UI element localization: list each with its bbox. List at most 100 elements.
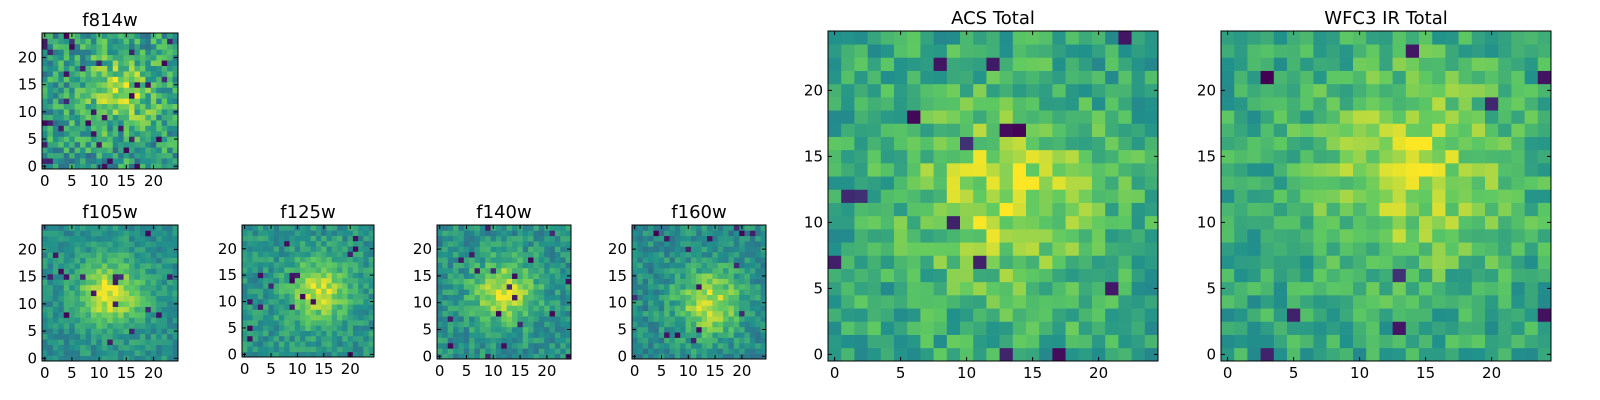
heatmap-cell bbox=[289, 246, 296, 252]
heatmap-cell bbox=[139, 235, 146, 242]
heatmap-cell bbox=[506, 283, 513, 290]
heatmap-cell bbox=[101, 333, 108, 340]
heatmap-cell bbox=[685, 321, 692, 328]
heatmap-cell bbox=[326, 272, 333, 279]
heatmap-cell bbox=[96, 92, 103, 99]
heatmap-cell bbox=[854, 255, 868, 269]
heatmap-cell bbox=[1419, 97, 1433, 111]
heatmap-cell bbox=[867, 255, 882, 269]
heatmap-cell bbox=[129, 263, 135, 269]
heatmap-cell bbox=[986, 44, 1000, 58]
heatmap-cell bbox=[437, 337, 443, 344]
heatmap-cell bbox=[90, 109, 97, 115]
heatmap-cell bbox=[565, 332, 572, 338]
heatmap-cell bbox=[642, 305, 649, 312]
heatmap-cell bbox=[1511, 149, 1525, 164]
heatmap-cell bbox=[463, 321, 470, 328]
heatmap-cell bbox=[920, 31, 934, 45]
heatmap-cell bbox=[85, 273, 92, 280]
heatmap-cell bbox=[145, 147, 152, 154]
heatmap-cell bbox=[1339, 189, 1354, 203]
heatmap-cell bbox=[1052, 176, 1066, 190]
heatmap-cell bbox=[933, 202, 948, 217]
heatmap-cell bbox=[156, 103, 163, 110]
heatmap-cell bbox=[101, 312, 108, 318]
heatmap-cell bbox=[42, 65, 48, 72]
heatmap-cell bbox=[1458, 176, 1473, 190]
heatmap-cell bbox=[172, 98, 179, 105]
heatmap-cell bbox=[1511, 70, 1525, 85]
heatmap-cell bbox=[1287, 255, 1301, 269]
heatmap-cell bbox=[156, 230, 163, 237]
heatmap-cell bbox=[1392, 97, 1407, 111]
heatmap-cell bbox=[167, 333, 173, 340]
heatmap-cell bbox=[150, 273, 157, 280]
heatmap-cell bbox=[161, 350, 168, 356]
heatmap-cell bbox=[252, 267, 259, 273]
heatmap-cell bbox=[85, 147, 92, 154]
heatmap-cell bbox=[300, 225, 306, 231]
heatmap-cell bbox=[96, 317, 103, 324]
heatmap-cell bbox=[352, 235, 359, 242]
heatmap-cell bbox=[310, 293, 317, 300]
heatmap-cell bbox=[294, 230, 301, 236]
heatmap-cell bbox=[63, 350, 70, 356]
heatmap-cell bbox=[326, 240, 333, 247]
heatmap-cell bbox=[1392, 110, 1407, 124]
heatmap-cell bbox=[680, 321, 686, 328]
heatmap-cell bbox=[495, 273, 502, 279]
heatmap-cell bbox=[506, 225, 513, 231]
heatmap-cell bbox=[134, 92, 141, 99]
heatmap-cell bbox=[1092, 308, 1106, 322]
heatmap-cell bbox=[123, 152, 130, 159]
heatmap-cell bbox=[474, 289, 481, 296]
heatmap-cell bbox=[648, 289, 654, 296]
heatmap-cell bbox=[1078, 31, 1093, 45]
heatmap-cell bbox=[744, 310, 751, 317]
heatmap-cell bbox=[368, 267, 375, 273]
heatmap-cell bbox=[453, 283, 459, 290]
heatmap-cell bbox=[101, 54, 108, 61]
heatmap-cell bbox=[74, 246, 81, 253]
heatmap-cell bbox=[52, 306, 59, 313]
heatmap-cell bbox=[118, 60, 124, 66]
heatmap-cell bbox=[156, 263, 163, 269]
heatmap-cell bbox=[337, 256, 343, 263]
heatmap-cell bbox=[442, 300, 449, 306]
heatmap-cell bbox=[96, 130, 103, 137]
heatmap-cell bbox=[80, 65, 86, 72]
heatmap-cell bbox=[321, 309, 327, 316]
heatmap-cell bbox=[85, 71, 92, 77]
heatmap-cell bbox=[1273, 295, 1288, 309]
heatmap-cell bbox=[485, 305, 491, 312]
heatmap-cell bbox=[690, 267, 697, 274]
heatmap-cell bbox=[257, 272, 264, 279]
heatmap-cell bbox=[973, 31, 987, 45]
heatmap-cell bbox=[358, 341, 364, 347]
heatmap-cell bbox=[42, 76, 48, 83]
heatmap-cell bbox=[1287, 31, 1301, 45]
heatmap-cell bbox=[167, 71, 173, 77]
heatmap-cell bbox=[1118, 70, 1132, 85]
heatmap-cell bbox=[1379, 163, 1393, 177]
heatmap-cell bbox=[123, 141, 130, 148]
heatmap-cell bbox=[52, 322, 59, 329]
heatmap-cell bbox=[744, 230, 751, 237]
heatmap-cell bbox=[101, 87, 108, 94]
heatmap-cell bbox=[74, 136, 81, 143]
heatmap-cell bbox=[469, 348, 475, 354]
heatmap-cell bbox=[242, 304, 248, 310]
heatmap-cell bbox=[58, 98, 65, 105]
heatmap-cell bbox=[933, 44, 948, 58]
heatmap-cell bbox=[920, 83, 934, 98]
heatmap-cell bbox=[1144, 255, 1159, 269]
heatmap-cell bbox=[560, 273, 566, 279]
heatmap-cell bbox=[1524, 163, 1539, 177]
heatmap-cell bbox=[85, 54, 92, 61]
heatmap-cell bbox=[648, 332, 654, 338]
heatmap-cell bbox=[554, 289, 561, 296]
heatmap-cell bbox=[442, 278, 449, 285]
heatmap-cell bbox=[437, 289, 443, 296]
heatmap-cell bbox=[1445, 57, 1459, 71]
heatmap-cell bbox=[986, 347, 1000, 362]
